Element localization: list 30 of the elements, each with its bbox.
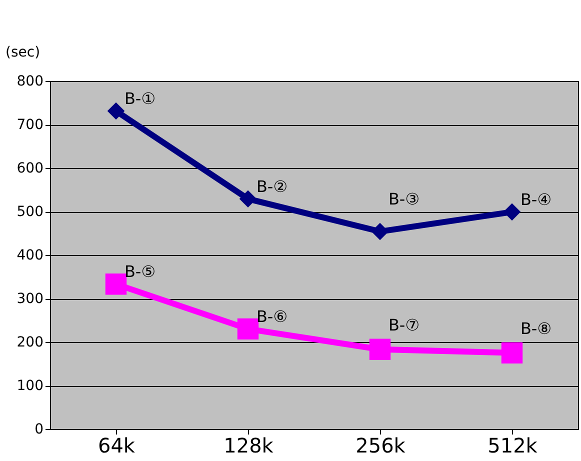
y-tick-label: 600 [16,160,44,176]
x-tick-label: 128k [224,434,274,458]
annotation: B-② [256,176,288,196]
point [105,274,127,295]
annotation: B-⑤ [124,262,156,282]
x-tick-label: 256k [356,434,406,458]
annotation: B-⑧ [520,318,552,338]
x-tick-label: 64k [98,434,136,458]
point [371,222,389,240]
point [369,338,391,360]
annotation: B-③ [388,190,420,209]
point [503,203,521,221]
y-tick-label: 300 [16,291,44,307]
annotation: B-⑥ [256,306,288,326]
y-tick-label: 400 [16,248,44,264]
point [237,318,259,340]
annotation: B-④ [520,190,552,209]
y-tick-label: 200 [16,334,44,350]
y-tick-label: 100 [16,378,44,394]
x-tick-label: 512k [488,434,538,458]
y-tick-label: 500 [16,204,44,220]
y-tick-label: 0 [34,422,44,438]
y-tick-label: 800 [16,74,44,90]
y-axis-title: (sec) [6,44,40,60]
point [107,102,125,120]
point [501,342,523,364]
annotation: B-① [124,89,156,108]
point [239,190,257,208]
y-tick-label: 700 [16,117,44,133]
annotation: B-⑦ [388,315,420,334]
